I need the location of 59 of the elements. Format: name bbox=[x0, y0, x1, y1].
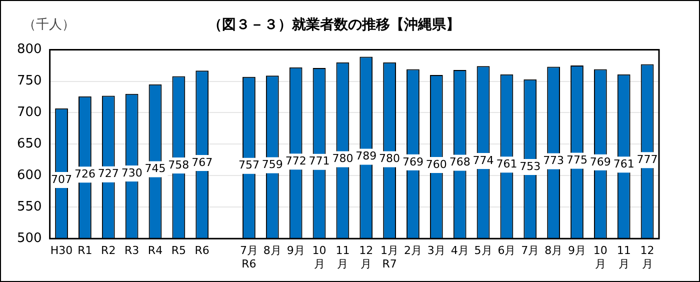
x-tick-label: 12 月 bbox=[359, 244, 374, 270]
x-tick-label: 11 月 bbox=[336, 244, 350, 270]
x-tick-label: 11 月 bbox=[616, 244, 631, 270]
data-label: 769 bbox=[590, 155, 611, 168]
data-label: 730 bbox=[121, 166, 142, 180]
chart-title: （図３－３）就業者数の推移【沖縄県】 bbox=[208, 17, 460, 34]
data-label: 758 bbox=[168, 158, 190, 172]
x-tick-label: R6 bbox=[194, 244, 210, 258]
data-label: 777 bbox=[636, 153, 658, 166]
x-tick-label: 6月 bbox=[498, 244, 516, 258]
x-tick-label: 9月 bbox=[286, 244, 305, 258]
data-label: 761 bbox=[613, 158, 634, 171]
data-label: 745 bbox=[144, 162, 166, 176]
data-label: 761 bbox=[496, 158, 518, 171]
data-label: 767 bbox=[192, 156, 213, 169]
x-tick-label: 8月 bbox=[263, 244, 282, 258]
x-tick-label: 7月 bbox=[521, 244, 540, 258]
x-tick-label: R5 bbox=[171, 244, 186, 258]
x-tick-label: 7月 R6 bbox=[240, 244, 258, 270]
data-label: 759 bbox=[262, 158, 283, 172]
x-tick-label: H30 bbox=[50, 244, 73, 258]
data-label: 771 bbox=[308, 154, 330, 168]
y-tick-label: 550 bbox=[16, 200, 42, 215]
data-label: 707 bbox=[51, 172, 72, 186]
x-tick-label: R2 bbox=[101, 244, 116, 258]
data-label: 772 bbox=[285, 154, 306, 168]
y-tick-label: 500 bbox=[16, 230, 42, 246]
data-label: 789 bbox=[356, 150, 377, 163]
data-label: 780 bbox=[379, 152, 400, 166]
data-label: 757 bbox=[238, 158, 260, 172]
data-label: 726 bbox=[74, 167, 96, 180]
data-label: 769 bbox=[402, 155, 424, 168]
y-tick-label: 750 bbox=[16, 74, 42, 89]
x-tick-label: R1 bbox=[78, 244, 92, 258]
x-tick-label: 5月 bbox=[474, 244, 492, 258]
data-label: 727 bbox=[98, 167, 119, 180]
x-tick-label: R3 bbox=[124, 244, 140, 258]
x-tick-label: 2月 bbox=[404, 244, 422, 258]
x-tick-label: 10 月 bbox=[593, 244, 608, 270]
data-label: 753 bbox=[520, 160, 541, 173]
data-label: 768 bbox=[449, 156, 470, 169]
data-label: 760 bbox=[426, 158, 447, 171]
data-label: 780 bbox=[332, 152, 354, 166]
x-tick-label: 12 月 bbox=[640, 244, 654, 270]
x-tick-label: 4月 bbox=[450, 244, 469, 258]
y-axis-title: （千人） bbox=[23, 17, 75, 32]
y-tick-label: 650 bbox=[16, 136, 42, 152]
x-tick-label: 10 月 bbox=[312, 244, 326, 270]
data-label: 774 bbox=[472, 154, 494, 167]
x-tick-label: 3月 bbox=[427, 244, 446, 258]
y-tick-label: 600 bbox=[16, 168, 42, 184]
x-tick-label: R4 bbox=[148, 244, 163, 258]
data-label: 775 bbox=[566, 154, 588, 167]
y-tick-label: 700 bbox=[16, 105, 42, 120]
data-label: 773 bbox=[543, 154, 564, 168]
x-tick-label: 8月 bbox=[544, 244, 563, 258]
x-tick-label: 9月 bbox=[568, 244, 586, 258]
x-tick-label: 1月 R7 bbox=[380, 244, 399, 270]
y-tick-label: 800 bbox=[16, 42, 42, 58]
